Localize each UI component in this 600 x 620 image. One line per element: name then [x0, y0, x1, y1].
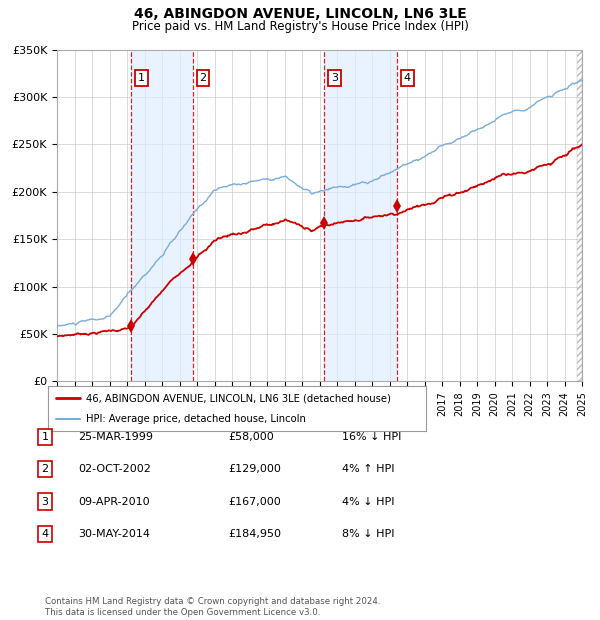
Bar — [324, 50, 397, 381]
Text: 1: 1 — [41, 432, 49, 442]
Text: HPI: Average price, detached house, Lincoln: HPI: Average price, detached house, Linc… — [86, 414, 305, 424]
Text: 3: 3 — [331, 73, 338, 83]
Bar — [131, 50, 193, 381]
Text: 46, ABINGDON AVENUE, LINCOLN, LN6 3LE (detached house): 46, ABINGDON AVENUE, LINCOLN, LN6 3LE (d… — [86, 393, 391, 404]
Text: 4% ↑ HPI: 4% ↑ HPI — [342, 464, 395, 474]
Text: £184,950: £184,950 — [228, 529, 281, 539]
Text: 4: 4 — [41, 529, 49, 539]
Text: 02-OCT-2002: 02-OCT-2002 — [78, 464, 151, 474]
Text: 2: 2 — [41, 464, 49, 474]
Text: 46, ABINGDON AVENUE, LINCOLN, LN6 3LE: 46, ABINGDON AVENUE, LINCOLN, LN6 3LE — [134, 7, 466, 22]
Text: 8% ↓ HPI: 8% ↓ HPI — [342, 529, 395, 539]
Text: £167,000: £167,000 — [228, 497, 281, 507]
Text: 3: 3 — [41, 497, 49, 507]
Text: 4% ↓ HPI: 4% ↓ HPI — [342, 497, 395, 507]
Text: 09-APR-2010: 09-APR-2010 — [78, 497, 149, 507]
Text: 30-MAY-2014: 30-MAY-2014 — [78, 529, 150, 539]
Text: £58,000: £58,000 — [228, 432, 274, 442]
Text: 1: 1 — [138, 73, 145, 83]
Text: 16% ↓ HPI: 16% ↓ HPI — [342, 432, 401, 442]
Text: £129,000: £129,000 — [228, 464, 281, 474]
Text: 4: 4 — [404, 73, 411, 83]
Text: 25-MAR-1999: 25-MAR-1999 — [78, 432, 153, 442]
Text: Price paid vs. HM Land Registry's House Price Index (HPI): Price paid vs. HM Land Registry's House … — [131, 20, 469, 33]
Text: 2: 2 — [200, 73, 206, 83]
Text: Contains HM Land Registry data © Crown copyright and database right 2024.
This d: Contains HM Land Registry data © Crown c… — [45, 598, 380, 617]
